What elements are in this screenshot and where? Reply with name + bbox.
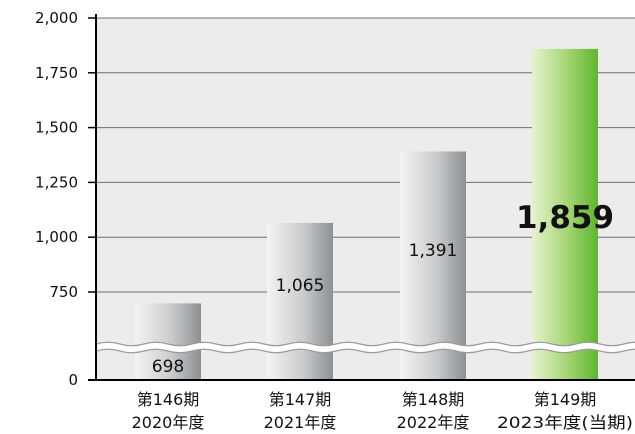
x-category-year-0: 2020年度 bbox=[132, 413, 205, 432]
data-label-2: 1,391 bbox=[409, 241, 458, 261]
y-tick-label-0: 0 bbox=[68, 371, 78, 389]
x-category-period-0: 第146期 bbox=[137, 390, 200, 409]
x-category-year-3: 2023年度(当期) bbox=[497, 413, 633, 432]
y-tick-label-1500: 1,500 bbox=[35, 119, 78, 137]
y-tick-label-1750: 1,750 bbox=[35, 64, 78, 82]
data-label-3: 1,859 bbox=[516, 200, 614, 236]
x-category-period-2: 第148期 bbox=[402, 390, 465, 409]
x-category-year-1: 2021年度 bbox=[264, 413, 337, 432]
y-tick-label-2000: 2,000 bbox=[35, 9, 78, 27]
data-label-1: 1,065 bbox=[276, 276, 325, 296]
y-tick-label-750: 750 bbox=[49, 283, 78, 301]
x-category-period-3: 第149期 bbox=[534, 390, 597, 409]
data-label-0: 698 bbox=[152, 357, 184, 377]
y-tick-label-1000: 1,000 bbox=[35, 228, 78, 246]
bar-1 bbox=[267, 223, 333, 380]
x-category-period-1: 第147期 bbox=[269, 390, 332, 409]
y-tick-label-1250: 1,250 bbox=[35, 173, 78, 191]
axis-break-band bbox=[96, 346, 635, 350]
x-category-year-2: 2022年度 bbox=[397, 413, 470, 432]
